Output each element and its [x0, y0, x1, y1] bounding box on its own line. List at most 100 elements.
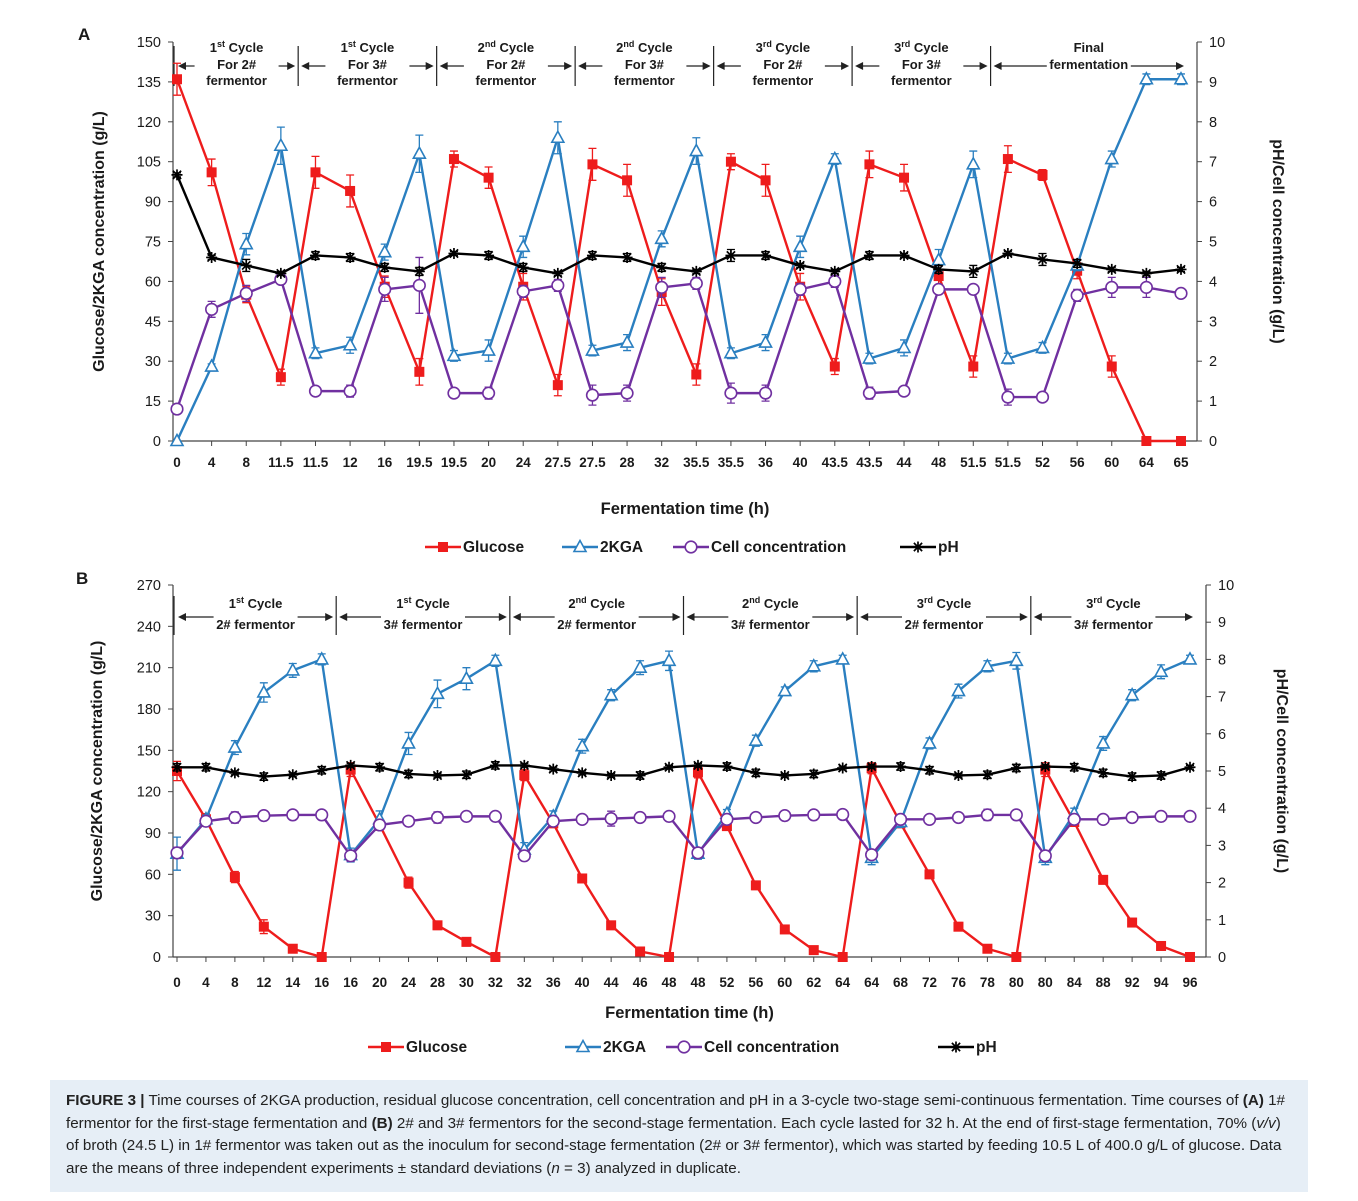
- panel-b-series-cell-concentration-point-1: [199, 814, 213, 828]
- panel-b-series-ph-point-32: [1097, 767, 1109, 779]
- panel-b-series-glucose-point-20: [750, 880, 761, 891]
- panel-a-series-2kga-point-10: [515, 238, 531, 253]
- panel-a-series-cell-concentration-point-4-shape: [308, 384, 323, 398]
- panel-a-cycle-line-2-0: For 2#: [486, 57, 526, 72]
- panel-b-series-ph-point-12-shape: [518, 759, 530, 771]
- panel-b-series-ph-point-26: [924, 764, 936, 776]
- panel-b-series-ph-point-12: [518, 759, 530, 771]
- panel-b-cycle-arrowhead-right-3: [846, 613, 855, 621]
- panel-a-series-2kga-point-24-shape: [1000, 350, 1016, 364]
- panel-a-series-glucose-point-0-shape: [172, 74, 182, 85]
- panel-a-series-cell-concentration-point-29: [1174, 286, 1188, 300]
- panel-a-series-2kga-point-19: [827, 150, 843, 165]
- panel-b-series-cell-concentration-point-2: [228, 810, 242, 825]
- caption-text-1: Time courses of 2KGA production, residua…: [144, 1092, 1243, 1109]
- panel-a-series-2kga-point-17-shape: [758, 334, 773, 348]
- panel-a-series-ph-point-24-shape: [1002, 247, 1014, 259]
- panel-b-series-cell-concentration-point-7: [373, 818, 387, 832]
- panel-a-series-cell-concentration-point-22: [932, 282, 946, 296]
- panel-a-series-2kga-point-3: [273, 137, 289, 152]
- panel-a-series-2kga-point-29: [1173, 71, 1189, 85]
- panel-a-series-cell-concentration-point-8: [447, 386, 461, 400]
- panel-a-x-tick-label-13: 28: [620, 455, 636, 470]
- panel-a-series-glucose-point-13-shape: [622, 175, 633, 186]
- panel-b-cycle-arrowhead-right-1: [498, 613, 507, 621]
- panel-a-series-2kga-point-27-shape: [1104, 150, 1120, 165]
- panel-a-series-ph-point-29-shape: [1175, 263, 1187, 275]
- panel-b-series-ph-point-22-shape: [808, 768, 820, 780]
- panel-b-series-glucose-point-23: [837, 952, 848, 962]
- panel-a-cycle-line-3-0: For 3#: [625, 57, 665, 72]
- panel-a-series-2kga-point-29-shape: [1173, 71, 1189, 85]
- panel-b-series-ph-point-5: [316, 764, 328, 776]
- panel-a-series-cell-concentration-point-22-shape: [932, 282, 946, 296]
- panel-a-series-cell-concentration-point-20-shape: [862, 386, 877, 400]
- panel-b-series-2kga-point-27: [951, 682, 966, 697]
- panel-a-cycle-arrowhead-left-0: [178, 62, 186, 70]
- panel-b-series-glucose-point-15-shape: [606, 920, 617, 931]
- panel-a-series-ph-point-15-shape: [690, 265, 702, 277]
- panel-a-series-2kga-point-4-shape: [308, 345, 323, 359]
- panel-b-series-cell-concentration-point-11: [488, 809, 502, 823]
- panel-b-series-2kga-point-3: [256, 684, 272, 698]
- panel-a-legend-glucose-marker-shape: [438, 542, 448, 552]
- panel-b-series-ph-point-8-shape: [403, 768, 415, 780]
- panel-a-legend-glucose-label: Glucose: [463, 539, 525, 556]
- panel-a-cycle-arrowhead-right-0: [287, 62, 296, 70]
- panel-a-series-glucose-point-19-shape: [829, 361, 840, 372]
- panel-a-series-cell-concentration-point-27: [1105, 280, 1119, 294]
- panel-b-series-2kga-point-5-shape: [314, 651, 330, 665]
- panel-b-series-cell-concentration-point-14: [575, 812, 589, 826]
- panel-b-series-cell-concentration-point-21: [778, 809, 792, 823]
- panel-b-series-cell-concentration-point-16: [633, 810, 647, 825]
- panel-b-right-tick-label-7: 7: [1218, 690, 1226, 706]
- panel-a-series-glucose-point-3-shape: [275, 372, 286, 383]
- panel-b-series-cell-concentration-point-9-shape: [430, 810, 445, 825]
- panel-a-x-tick-label-25: 52: [1035, 455, 1050, 470]
- panel-a-series-cell-concentration-point-23: [966, 282, 980, 296]
- panel-b-series-2kga-point-33-shape: [1124, 687, 1140, 701]
- panel-b-series-cell-concentration-point-11-shape: [488, 809, 502, 823]
- panel-b-series-ph: [171, 759, 1196, 783]
- panel-b-series-glucose-point-21: [779, 924, 790, 935]
- panel-a-legend-2kga-label: 2KGA: [600, 539, 643, 556]
- panel-b-series-ph-point-7: [374, 761, 386, 773]
- panel-a-series-ph-point-26-shape: [1071, 257, 1083, 269]
- panel-b-series-2kga-point-32-shape: [1095, 735, 1111, 749]
- panel-b-series-cell-concentration-point-31-shape: [1067, 812, 1081, 826]
- panel-a-series-glucose-point-24: [1002, 154, 1013, 165]
- panel-a-series-2kga-line: [175, 78, 1181, 442]
- panel-b-series-cell-concentration-point-3-shape: [257, 809, 271, 823]
- panel-a-series-ph-point-2: [240, 259, 252, 271]
- panel-a-series-cell-concentration-point-0-shape: [170, 402, 184, 416]
- panel-b-series-glucose-point-29-shape: [1011, 952, 1022, 962]
- panel-b-series-ph-point-35: [1184, 761, 1196, 773]
- panel-a-legend-ph-marker-shape: [912, 541, 924, 553]
- panel-b-series-cell-concentration-point-24: [865, 848, 879, 862]
- panel-b-series-2kga-point-20: [748, 732, 764, 746]
- panel-a-series-glucose-point-25-shape: [1037, 170, 1048, 180]
- panel-b-right-tick-label-1: 1: [1218, 913, 1226, 929]
- panel-b-left-tick-label-3: 90: [145, 826, 161, 842]
- panel-a-x-tick-label-11: 27.5: [545, 455, 572, 470]
- panel-b-legend: Glucose 2KGA Cell concentration pH: [368, 1038, 997, 1056]
- panel-a-series-cell-concentration-point-1: [205, 302, 219, 316]
- panel-b-x-tick-label-18: 48: [690, 975, 706, 990]
- panel-b-series-ph-point-20: [750, 767, 762, 779]
- panel-b-series-ph-point-13: [547, 763, 559, 775]
- panel-b-right-tick-label-8: 8: [1218, 652, 1226, 668]
- panel-a-x-tick-label-20: 43.5: [856, 455, 883, 470]
- panel-a-series-2kga-point-9: [481, 342, 496, 356]
- panel-a-right-tick-label-5: 5: [1209, 235, 1217, 251]
- panel-b-series-cell-concentration-point-22: [807, 808, 821, 822]
- panel-a-series-ph-point-20-shape: [863, 249, 875, 261]
- panel-a-series-2kga-point-0: [169, 432, 185, 447]
- panel-b-x-tick-label-6: 16: [343, 975, 359, 990]
- panel-a-series-cell-concentration-point-17-shape: [758, 386, 773, 400]
- panel-b-series-ph-point-33: [1126, 771, 1138, 783]
- panel-a-series-cell-concentration-point-19: [828, 274, 842, 289]
- panel-b-series-glucose-point-5-shape: [316, 952, 327, 962]
- panel-b-series-cell-concentration-point-16-shape: [633, 810, 647, 825]
- panel-a-right-tick-label-9: 9: [1209, 75, 1217, 91]
- panel-b-series-cell-concentration-point-22-shape: [807, 808, 821, 822]
